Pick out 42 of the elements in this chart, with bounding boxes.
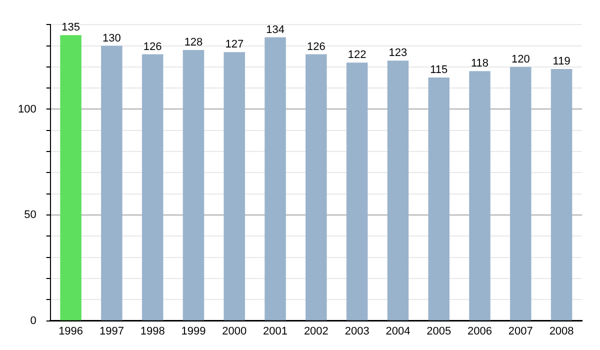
data-label: 119 — [552, 56, 570, 68]
bar — [510, 66, 532, 320]
bar — [101, 46, 122, 320]
x-tick-label: 1998 — [140, 325, 165, 338]
bar — [306, 54, 327, 320]
x-tick-label: 2001 — [263, 325, 288, 338]
x-tick-label: 2006 — [468, 325, 492, 338]
bar — [346, 62, 368, 320]
y-tick-label: 50 — [24, 209, 36, 222]
data-label: 126 — [306, 40, 326, 53]
data-label: 115 — [430, 64, 448, 76]
x-tick-label: 2008 — [549, 325, 574, 338]
data-label: 123 — [388, 47, 408, 60]
x-tick-label: 1999 — [181, 325, 206, 338]
x-tick-label: 2005 — [426, 325, 452, 338]
x-tick-label: 2000 — [222, 325, 247, 338]
x-tick-label: 1996 — [58, 325, 84, 338]
data-label: 120 — [511, 53, 530, 66]
data-label: 126 — [143, 40, 162, 53]
bar — [264, 37, 286, 320]
bar — [469, 71, 490, 320]
bar — [550, 69, 572, 320]
x-tick-label: 2002 — [304, 325, 328, 338]
data-label: 128 — [184, 36, 203, 49]
bar — [60, 35, 82, 320]
y-tick-label: 100 — [18, 103, 36, 116]
x-tick-label: 2004 — [386, 325, 410, 338]
data-label: 118 — [470, 58, 489, 70]
bar — [387, 60, 409, 320]
x-tick-label: 2003 — [344, 325, 370, 338]
data-label: 130 — [102, 32, 121, 44]
data-label: 134 — [266, 24, 284, 36]
data-label: 135 — [62, 22, 80, 34]
x-tick-label: 1997 — [99, 325, 124, 338]
bar — [182, 50, 204, 320]
bar — [142, 54, 164, 320]
y-tick-label: 0 — [30, 314, 36, 327]
data-label: 127 — [225, 38, 244, 51]
bar — [224, 52, 246, 320]
bar — [428, 77, 450, 320]
data-label: 122 — [348, 49, 366, 62]
x-tick-label: 2007 — [508, 325, 533, 338]
